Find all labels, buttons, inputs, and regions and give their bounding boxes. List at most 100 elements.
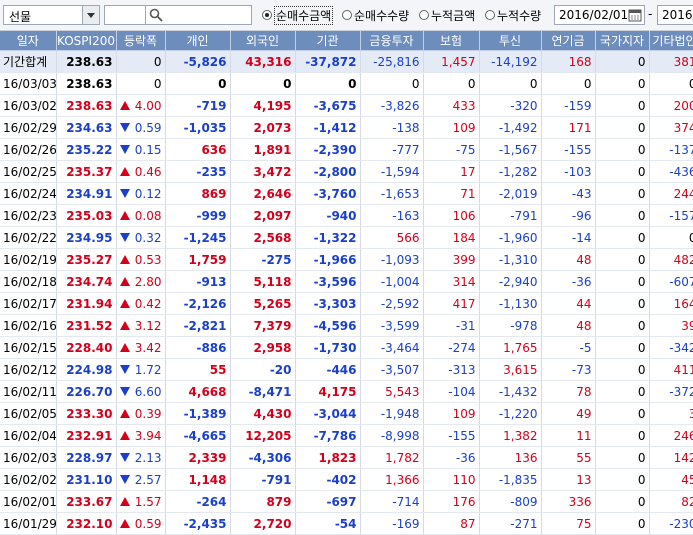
table-row[interactable]: 16/02/03 228.97 2.13 2,339 -4,306 1,823 1,782-… bbox=[0, 446, 693, 469]
table-row[interactable]: 16/02/12 224.98 1.72 55 -20 -446 -3,507 -313 3,6… bbox=[0, 358, 693, 381]
trust-cell: 0 bbox=[479, 72, 542, 95]
table-row[interactable]: 16/02/11 226.70 6.60 4,668 -8,471 4,175 5,543-… bbox=[0, 380, 693, 403]
column-header[interactable]: 일자 bbox=[0, 31, 57, 51]
government-cell: 0 bbox=[595, 270, 650, 293]
individual-cell: 55 bbox=[165, 358, 231, 381]
insurance-cell: -31 bbox=[423, 314, 480, 337]
column-header[interactable]: 국가지자 bbox=[595, 31, 650, 51]
change-cell: 2.80 bbox=[116, 270, 166, 293]
kospi200-cell: 224.98 bbox=[56, 358, 117, 381]
chevron-down-icon[interactable] bbox=[82, 6, 99, 24]
column-header[interactable]: 연기금 bbox=[541, 31, 596, 51]
government-cell: 0 bbox=[595, 94, 650, 117]
finance-cell: -3,826 bbox=[360, 94, 424, 117]
table-row[interactable]: 16/02/16 231.52 3.12 -2,821 7,379 -4,596 -3,59… bbox=[0, 314, 693, 337]
pension-cell: 75 bbox=[541, 512, 596, 535]
trust-cell: -2,019 bbox=[479, 182, 542, 205]
column-header[interactable]: 개인 bbox=[165, 31, 231, 51]
insurance-cell: 71 bbox=[423, 182, 480, 205]
table-row[interactable]: 16/02/19 235.27 0.53 1,759 -275 -1,966 -1,093 3… bbox=[0, 248, 693, 271]
column-header[interactable]: 기타법인 bbox=[649, 31, 693, 51]
market-select[interactable]: 선물 bbox=[3, 5, 100, 25]
insurance-cell: 314 bbox=[423, 270, 480, 293]
table-row[interactable]: 16/02/24 234.91 0.12 869 2,646 -3,760 -1,653 71… bbox=[0, 182, 693, 205]
pension-cell: 0 bbox=[541, 72, 596, 95]
date-cell: 16/02/22 bbox=[0, 226, 57, 249]
date-cell: 16/02/24 bbox=[0, 182, 57, 205]
column-header[interactable]: 기관 bbox=[295, 31, 361, 51]
table-row[interactable]: 16/02/23 235.03 0.08 -999 2,097 -940 -163 106 -7… bbox=[0, 204, 693, 227]
change-value: 6.60 bbox=[134, 384, 162, 399]
table-row[interactable]: 16/02/05 233.30 0.39 -1,389 4,430 -3,044 -1,94… bbox=[0, 402, 693, 425]
institution-cell: -4,596 bbox=[295, 314, 361, 337]
table-row[interactable]: 16/02/26 235.22 0.15 636 1,891 -2,390 -777 -75-… bbox=[0, 138, 693, 161]
table-row[interactable]: 16/02/25 235.37 0.46 -235 3,472 -2,800 -1,594 1… bbox=[0, 160, 693, 183]
radio-net-buy-amount[interactable]: 순매수금액 bbox=[262, 5, 334, 25]
date-cell: 16/03/02 bbox=[0, 94, 57, 117]
individual-cell: 4,668 bbox=[165, 380, 231, 403]
triangle-up-icon bbox=[119, 343, 130, 352]
finance-cell: 0 bbox=[360, 72, 424, 95]
table-row[interactable]: 16/01/29 232.10 0.59 -2,435 2,720 -54 -169 87 -2… bbox=[0, 512, 693, 535]
column-header[interactable]: 금융투자 bbox=[360, 31, 424, 51]
finance-cell: -1,653 bbox=[360, 182, 424, 205]
trust-cell: -791 bbox=[479, 204, 542, 227]
other-cell: 374 bbox=[649, 116, 693, 139]
column-header[interactable]: 투신 bbox=[479, 31, 542, 51]
date-cell: 16/02/01 bbox=[0, 490, 57, 513]
column-header[interactable]: 보험 bbox=[423, 31, 480, 51]
foreign-cell: -791 bbox=[230, 468, 296, 491]
table-row[interactable]: 16/02/04 232.91 3.94 -4,665 12,205 -7,786 -8,9… bbox=[0, 424, 693, 447]
table-row[interactable]: 16/02/29 234.63 0.59 -1,035 2,073 -1,412 -138 1… bbox=[0, 116, 693, 139]
institution-cell: -3,303 bbox=[295, 292, 361, 315]
trust-cell: -320 bbox=[479, 94, 542, 117]
table-row[interactable]: 16/02/15 228.40 3.42 -886 2,958 -1,730 -3,464-… bbox=[0, 336, 693, 359]
pension-cell: 13 bbox=[541, 468, 596, 491]
triangle-up-icon bbox=[119, 409, 130, 418]
start-date-field[interactable]: 2016/02/01 bbox=[554, 5, 645, 25]
table-row[interactable]: 16/02/18 234.74 2.80 -913 5,118 -3,596 -1,004 3… bbox=[0, 270, 693, 293]
finance-cell: 5,543 bbox=[360, 380, 424, 403]
end-date-field[interactable]: 2016/ bbox=[657, 5, 693, 25]
table-row[interactable]: 16/02/01 233.67 1.57 -264 879 -697 -714 176 -809… bbox=[0, 490, 693, 513]
kospi200-cell: 234.74 bbox=[56, 270, 117, 293]
table-row[interactable]: 16/03/02 238.63 4.00 -719 4,195 -3,675 -3,826 4… bbox=[0, 94, 693, 117]
radio-cumulative-amount[interactable]: 누적금액 bbox=[419, 6, 475, 24]
search-input[interactable] bbox=[145, 5, 252, 25]
institution-cell: -1,966 bbox=[295, 248, 361, 271]
government-cell: 0 bbox=[595, 402, 650, 425]
radio-cumulative-quantity[interactable]: 누적수량 bbox=[485, 6, 541, 24]
finance-cell: -138 bbox=[360, 116, 424, 139]
finance-cell: -25,816 bbox=[360, 50, 424, 73]
change-cell: 4.00 bbox=[116, 94, 166, 117]
pension-cell: 168 bbox=[541, 50, 596, 73]
pension-cell: -5 bbox=[541, 336, 596, 359]
institution-cell: -2,390 bbox=[295, 138, 361, 161]
foreign-cell: -8,471 bbox=[230, 380, 296, 403]
summary-row[interactable]: 기간합계 238.63 0 -5,826 43,316 -37,872 -25,816 1,4… bbox=[0, 50, 693, 73]
change-cell: 0.42 bbox=[116, 292, 166, 315]
column-header[interactable]: 등락폭 bbox=[116, 31, 166, 51]
calendar-icon[interactable] bbox=[628, 8, 642, 22]
change-cell: 0.53 bbox=[116, 248, 166, 271]
column-header[interactable]: 외국인 bbox=[230, 31, 296, 51]
magnifier-icon[interactable] bbox=[148, 7, 164, 23]
table-row[interactable]: 16/02/22 234.95 0.32 -1,245 2,568 -1,322 566 18… bbox=[0, 226, 693, 249]
other-cell: 200 bbox=[649, 94, 693, 117]
change-cell: 0 bbox=[116, 72, 166, 95]
finance-cell: -3,599 bbox=[360, 314, 424, 337]
table-row[interactable]: 16/02/17 231.94 0.42 -2,126 5,265 -3,303 -2,59… bbox=[0, 292, 693, 315]
pension-cell: -103 bbox=[541, 160, 596, 183]
table-row[interactable]: 16/02/02 231.10 2.57 1,148 -791 -402 1,366 110-… bbox=[0, 468, 693, 491]
change-value: 0.15 bbox=[134, 142, 162, 157]
toolbar: 선물 순매수금액 순매수수량 누적금액 누적수량 2016/02/01 bbox=[0, 0, 693, 31]
change-value: 0.59 bbox=[134, 120, 162, 135]
table-header-row: 일자 KOSPI200 등락폭 개인 외국인 기관 금융투자 보험 투신 연기금… bbox=[0, 31, 693, 51]
trust-cell: -2,940 bbox=[479, 270, 542, 293]
trust-cell: -1,492 bbox=[479, 116, 542, 139]
institution-cell: -1,322 bbox=[295, 226, 361, 249]
column-header[interactable]: KOSPI200 bbox=[56, 31, 117, 51]
foreign-cell: 12,205 bbox=[230, 424, 296, 447]
radio-net-buy-quantity[interactable]: 순매수수량 bbox=[342, 6, 409, 24]
